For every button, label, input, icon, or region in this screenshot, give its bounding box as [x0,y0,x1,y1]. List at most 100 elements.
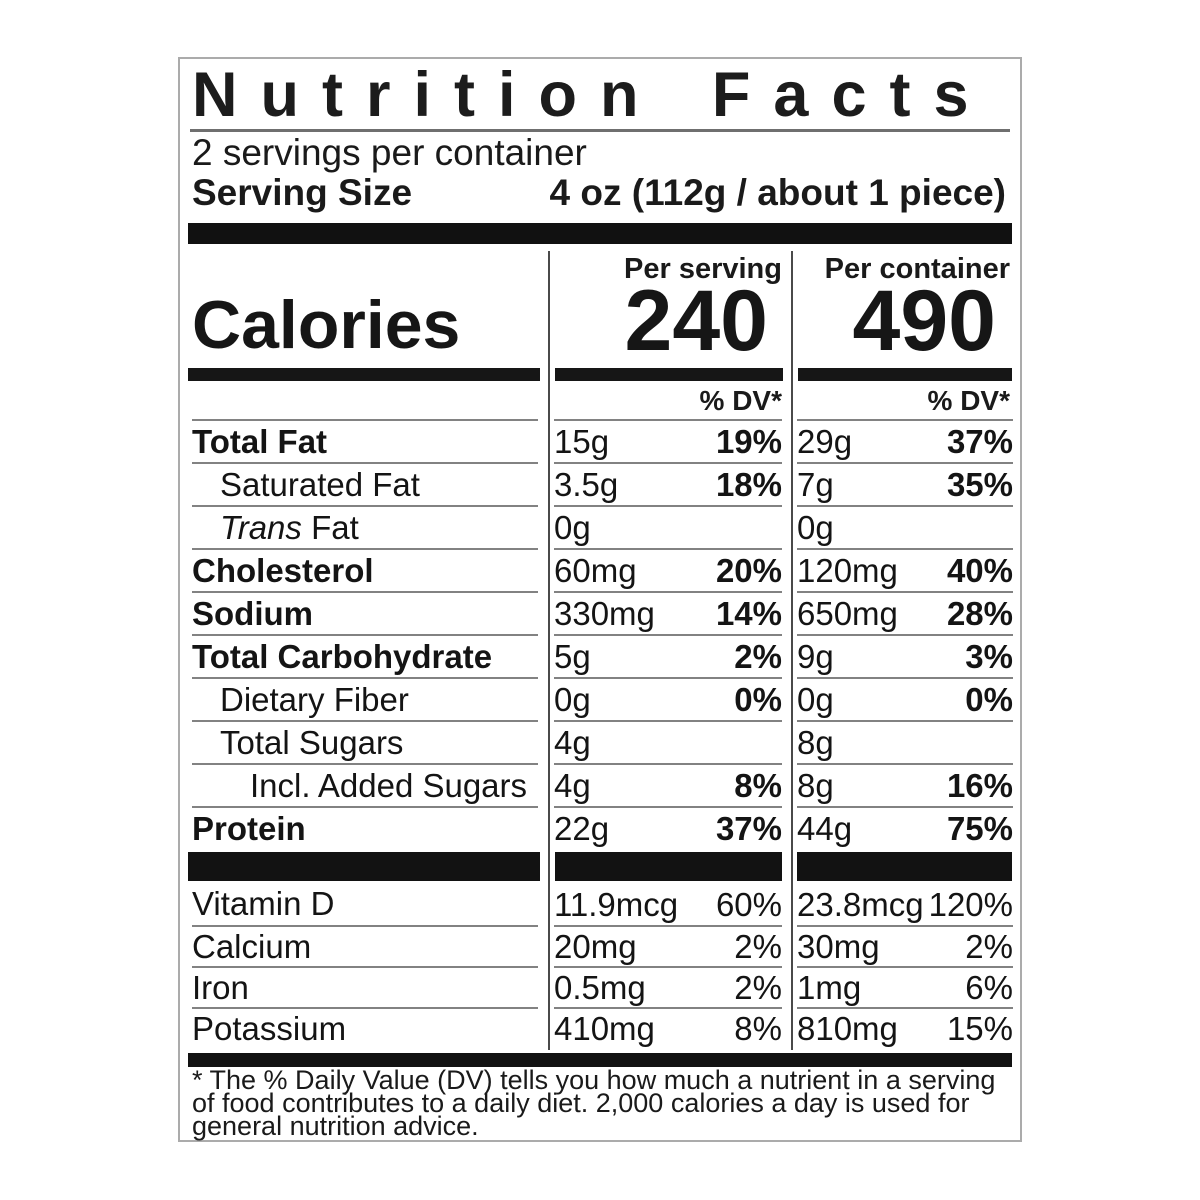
container-dv: 0% [965,680,1013,718]
serving-dv: 8% [734,1009,782,1047]
serving-amount: 0g [554,508,591,546]
container-dv: 6% [965,968,1013,1006]
container-dv: 16% [946,766,1013,804]
serving-amount: 4g [554,723,591,761]
nutrient-rows: Total Fat 15g 19% 29g 37% Saturated Fat 3.… [180,419,1020,849]
serving-amount: 0.5mg [554,968,646,1006]
serving-dv: 20% [715,551,782,589]
row-vitamin-d: Vitamin D 11.9mcg 60% 23.8mcg 120% [180,884,1020,925]
serving-dv: 18% [715,465,782,503]
container-dv: 40% [946,551,1013,589]
serving-amount: 11.9mcg [554,885,679,923]
calories-per-serving: 240 [624,273,769,369]
thick-bar-bottom [188,1053,1012,1067]
serving-amount: 410mg [554,1009,655,1047]
row-total-sugars: Total Sugars 4g 8g [180,720,1020,763]
calories-underline-col2 [555,368,783,381]
per-container-header: Per container [824,253,1010,285]
container-dv: 28% [946,594,1013,632]
label-title: Nutrition Facts [192,63,992,127]
nutrient-name-italic: Trans [220,509,302,546]
container-amount: 810mg [797,1009,898,1047]
serving-size-row: Serving Size 4 oz (112g / about 1 piece) [192,173,1006,213]
container-amount: 9g [797,637,834,675]
nutrient-name: Vitamin D [192,885,335,922]
row-potassium: Potassium 410mg 8% 810mg 15% [180,1007,1020,1048]
row-iron: Iron 0.5mg 2% 1mg 6% [180,966,1020,1007]
serving-dv: 2% [734,927,782,965]
container-dv: 2% [965,927,1013,965]
serving-size-value: 4 oz (112g / about 1 piece) [549,172,1006,213]
serving-amount: 22g [554,809,610,847]
nutrient-name: Iron [192,969,249,1006]
container-dv: 75% [946,809,1013,847]
nutrient-name: Incl. Added Sugars [250,767,528,804]
serving-size-label: Serving Size [192,172,413,213]
nutrition-facts-label: Nutrition Facts 2 servings per container… [178,57,1022,1142]
container-amount: 23.8mcg [797,885,924,923]
container-dv: 120% [928,885,1013,923]
per-serving-header: Per serving [624,253,782,285]
serving-amount: 15g [554,422,610,460]
row-total-carbohydrate: Total Carbohydrate 5g 2% 9g 3% [180,634,1020,677]
container-dv: 3% [965,637,1013,675]
column-divider-1 [548,251,550,1050]
dv-header-per-serving: % DV* [699,385,782,416]
serving-dv: 14% [715,594,782,632]
servings-per-container: 2 servings per container [192,132,587,173]
serving-dv: 19% [715,422,782,460]
nutrient-name: Fat [301,509,359,546]
container-amount: 30mg [797,927,880,965]
container-amount: 29g [797,422,853,460]
container-amount: 0g [797,680,834,718]
row-sodium: Sodium 330mg 14% 650mg 28% [180,591,1020,634]
nutrient-name: Calcium [192,928,312,965]
serving-amount: 3.5g [554,465,619,503]
row-added-sugars: Incl. Added Sugars 4g 8% 8g 16% [180,763,1020,806]
row-dietary-fiber: Dietary Fiber 0g 0% 0g 0% [180,677,1020,720]
nutrient-name: Sodium [192,595,313,632]
container-amount: 8g [797,723,834,761]
serving-dv: 2% [734,637,782,675]
thick-bar-mid-col1 [188,852,540,881]
container-amount: 650mg [797,594,898,632]
container-amount: 44g [797,809,853,847]
calories-per-container: 490 [852,273,997,369]
nutrient-name: Saturated Fat [220,466,420,503]
serving-dv: 60% [715,885,782,923]
serving-dv: 0% [734,680,782,718]
calories-underline-col1 [188,368,540,381]
title-divider [190,129,1010,132]
serving-amount: 5g [554,637,591,675]
container-amount: 8g [797,766,834,804]
nutrient-name: Potassium [192,1010,347,1047]
vitamin-rows: Vitamin D 11.9mcg 60% 23.8mcg 120% Calcium… [180,884,1020,1048]
nutrient-name: Cholesterol [192,552,374,589]
nutrient-name: Total Sugars [220,724,404,761]
column-divider-2 [791,251,793,1050]
serving-amount: 20mg [554,927,637,965]
serving-amount: 4g [554,766,591,804]
calories-label: Calories [192,287,461,363]
nutrient-name: Dietary Fiber [220,681,409,718]
thick-bar-mid-col3 [797,852,1012,881]
calories-underline-col3 [798,368,1012,381]
container-amount: 120mg [797,551,898,589]
serving-amount: 330mg [554,594,655,632]
serving-dv: 2% [734,968,782,1006]
nutrient-name: Total Carbohydrate [192,638,493,675]
nutrient-name: Protein [192,810,306,847]
thick-bar-top [188,223,1012,244]
row-calcium: Calcium 20mg 2% 30mg 2% [180,925,1020,966]
container-amount: 1mg [797,968,862,1006]
row-trans-fat: Trans Fat 0g 0g [180,505,1020,548]
dv-header-per-container: % DV* [927,385,1010,416]
row-total-fat: Total Fat 15g 19% 29g 37% [180,419,1020,462]
container-dv: 35% [946,465,1013,503]
thick-bar-mid-col2 [555,852,782,881]
row-cholesterol: Cholesterol 60mg 20% 120mg 40% [180,548,1020,591]
serving-amount: 60mg [554,551,637,589]
container-dv: 37% [946,422,1013,460]
daily-value-footnote: * The % Daily Value (DV) tells you how m… [192,1065,996,1141]
